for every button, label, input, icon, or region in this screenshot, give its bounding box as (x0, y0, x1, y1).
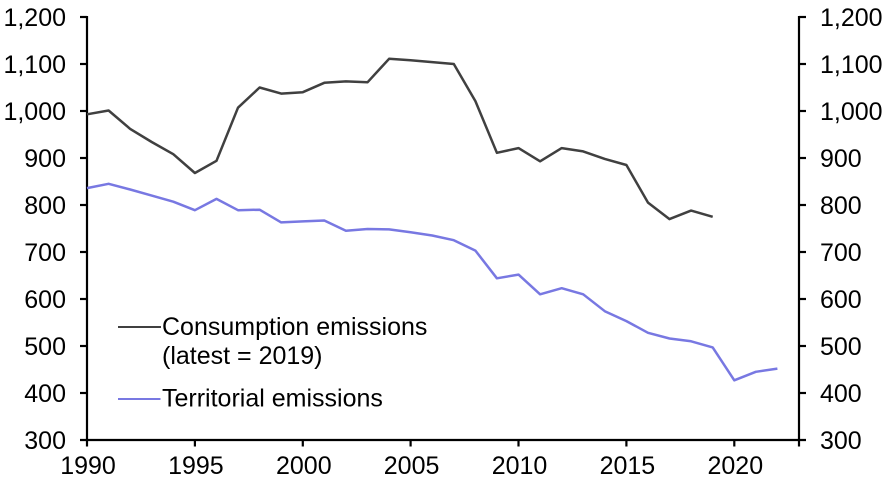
svg-text:600: 600 (820, 286, 862, 314)
svg-text:1,200: 1,200 (820, 4, 883, 32)
svg-text:300: 300 (820, 427, 862, 455)
svg-text:1995: 1995 (168, 452, 224, 480)
svg-text:1,000: 1,000 (820, 98, 883, 126)
svg-text:1,200: 1,200 (3, 4, 66, 32)
svg-text:1,000: 1,000 (3, 98, 66, 126)
svg-text:800: 800 (820, 192, 862, 220)
svg-text:2020: 2020 (707, 452, 763, 480)
svg-text:800: 800 (24, 192, 66, 220)
svg-text:300: 300 (24, 427, 66, 455)
svg-text:1990: 1990 (60, 452, 116, 480)
svg-text:Territorial emissions: Territorial emissions (162, 385, 383, 413)
svg-text:2005: 2005 (384, 452, 440, 480)
svg-text:(latest = 2019): (latest = 2019) (162, 342, 323, 370)
svg-text:2010: 2010 (492, 452, 548, 480)
svg-text:700: 700 (820, 239, 862, 267)
svg-text:600: 600 (24, 286, 66, 314)
svg-text:400: 400 (820, 380, 862, 408)
svg-text:2000: 2000 (276, 452, 332, 480)
svg-text:2015: 2015 (600, 452, 656, 480)
svg-text:900: 900 (24, 145, 66, 173)
svg-text:900: 900 (820, 145, 862, 173)
svg-text:400: 400 (24, 380, 66, 408)
svg-text:700: 700 (24, 239, 66, 267)
svg-text:1,100: 1,100 (820, 51, 883, 79)
svg-text:1,100: 1,100 (3, 51, 66, 79)
svg-text:Consumption emissions: Consumption emissions (162, 313, 427, 341)
svg-text:500: 500 (820, 333, 862, 361)
svg-text:500: 500 (24, 333, 66, 361)
